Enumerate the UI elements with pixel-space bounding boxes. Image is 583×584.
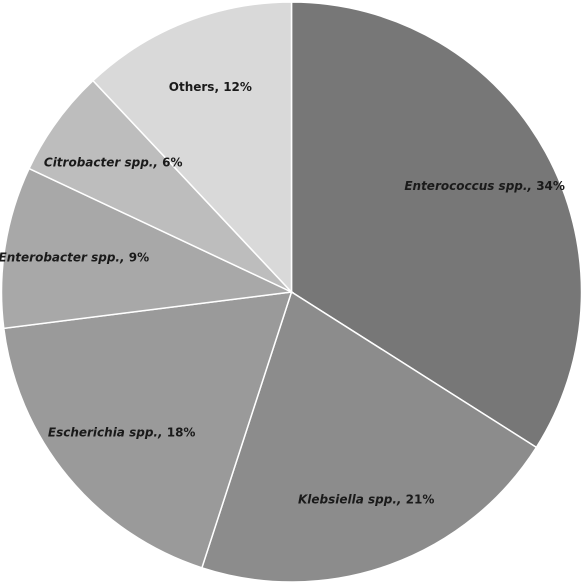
slice-name: Enterococcus spp.,	[404, 178, 532, 192]
pie-slice	[290, 1, 583, 449]
slice-name: Escherichia spp.,	[48, 425, 163, 439]
slice-label: Others, 12%	[169, 80, 252, 94]
pie-slice	[91, 1, 293, 294]
slice-value: 6%	[162, 155, 182, 169]
slice-value: 21%	[406, 492, 435, 506]
slice-name: Enterobacter spp.,	[0, 250, 125, 264]
slice-label: Enterococcus spp., 34%	[404, 178, 565, 192]
slice-value: 9%	[129, 250, 149, 264]
slice-label: Citrobacter spp., 6%	[44, 155, 183, 169]
slice-name: Klebsiella spp.,	[298, 492, 401, 506]
pie-slice	[2, 291, 293, 569]
pie-slice	[0, 167, 295, 330]
slice-value: 18%	[167, 425, 196, 439]
slice-name: Citrobacter spp.,	[44, 155, 158, 169]
slice-label: Klebsiella spp., 21%	[298, 492, 434, 506]
slice-value: 12%	[223, 80, 252, 94]
pie-slice	[200, 290, 538, 583]
slice-label: Enterobacter spp., 9%	[0, 250, 149, 264]
slice-label: Escherichia spp., 18%	[48, 425, 196, 439]
slice-value: 34%	[536, 178, 565, 192]
slice-name: Others,	[169, 80, 219, 94]
